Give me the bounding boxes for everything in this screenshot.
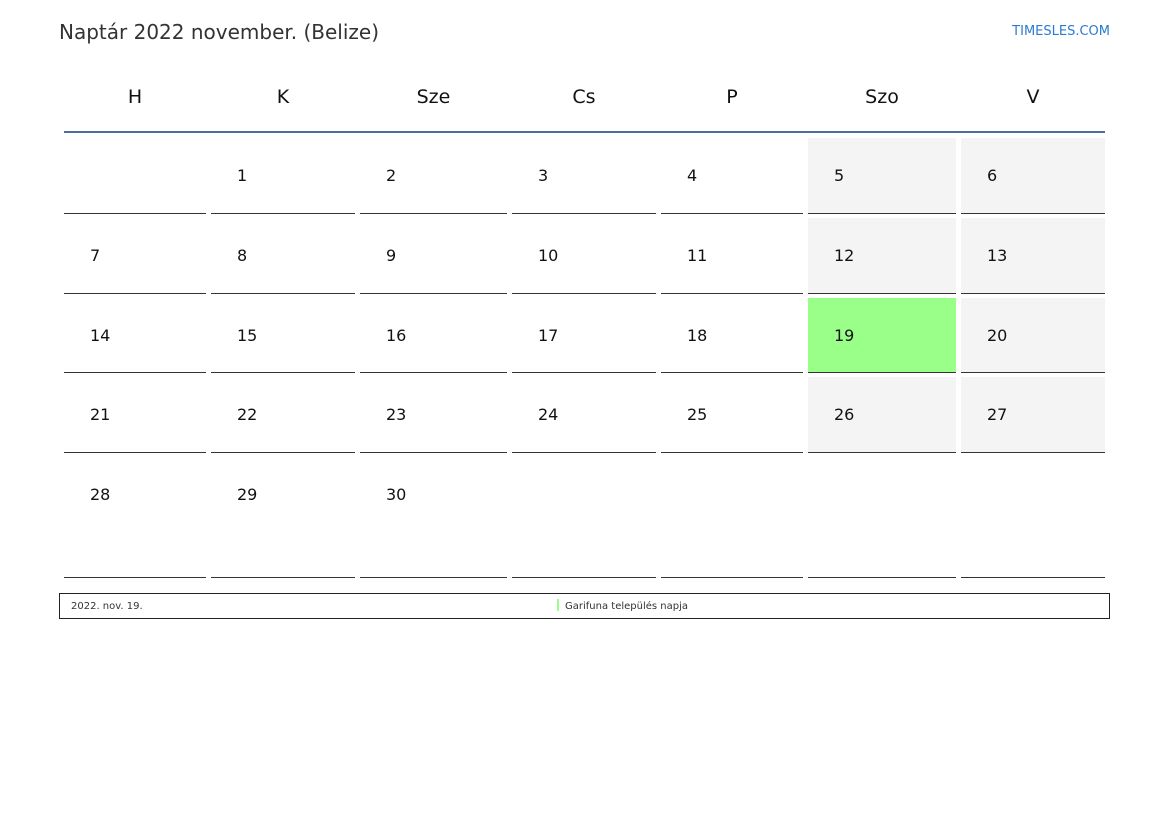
day-cell: 2 xyxy=(360,138,507,214)
day-cell: 27 xyxy=(961,377,1105,453)
day-cell: 24 xyxy=(512,377,656,453)
day-number: 7 xyxy=(90,246,101,265)
weekday-header: Sze xyxy=(416,86,451,108)
day-cell xyxy=(808,457,956,578)
day-number: 22 xyxy=(237,405,258,424)
day-number: 5 xyxy=(834,166,845,185)
day-number: 21 xyxy=(90,405,111,424)
holiday-name: Garifuna település napja xyxy=(565,601,688,612)
day-cell xyxy=(64,138,206,214)
day-number: 25 xyxy=(687,405,708,424)
day-cell: 1 xyxy=(211,138,355,214)
page-title: Naptár 2022 november. (Belize) xyxy=(59,20,380,44)
day-cell: 5 xyxy=(808,138,956,214)
day-cell: 16 xyxy=(360,298,507,373)
day-cell: 9 xyxy=(360,218,507,294)
day-number: 10 xyxy=(538,246,559,265)
day-number: 4 xyxy=(687,166,698,185)
day-number: 6 xyxy=(987,166,998,185)
day-cell: 20 xyxy=(961,298,1105,373)
day-cell: 10 xyxy=(512,218,656,294)
holiday-date: 2022. nov. 19. xyxy=(71,601,143,612)
day-number: 8 xyxy=(237,246,248,265)
day-cell: 23 xyxy=(360,377,507,453)
day-cell: 15 xyxy=(211,298,355,373)
day-number: 26 xyxy=(834,405,855,424)
day-cell: 19 xyxy=(808,298,956,373)
day-cell: 11 xyxy=(661,218,803,294)
day-number: 14 xyxy=(90,326,111,345)
day-number: 12 xyxy=(834,246,855,265)
day-cell: 14 xyxy=(64,298,206,373)
weekday-header: Cs xyxy=(572,86,596,108)
weekday-header: Szo xyxy=(865,86,899,108)
day-number: 23 xyxy=(386,405,407,424)
day-cell xyxy=(512,457,656,578)
holiday-legend: 2022. nov. 19. Garifuna település napja xyxy=(59,593,1110,619)
day-number: 30 xyxy=(386,485,407,504)
day-cell: 21 xyxy=(64,377,206,453)
day-number: 19 xyxy=(834,326,855,345)
day-number: 29 xyxy=(237,485,258,504)
day-number: 3 xyxy=(538,166,549,185)
day-cell: 3 xyxy=(512,138,656,214)
day-cell: 7 xyxy=(64,218,206,294)
day-cell: 18 xyxy=(661,298,803,373)
day-cell: 28 xyxy=(64,457,206,578)
holiday-color-marker xyxy=(557,599,559,611)
day-number: 2 xyxy=(386,166,397,185)
day-cell: 6 xyxy=(961,138,1105,214)
header-divider xyxy=(64,131,1105,133)
weekday-header: K xyxy=(276,86,290,108)
day-cell: 22 xyxy=(211,377,355,453)
day-cell: 4 xyxy=(661,138,803,214)
day-cell xyxy=(961,457,1105,578)
day-cell: 30 xyxy=(360,457,507,578)
day-cell xyxy=(661,457,803,578)
day-cell: 17 xyxy=(512,298,656,373)
day-number: 20 xyxy=(987,326,1008,345)
day-cell: 12 xyxy=(808,218,956,294)
day-cell: 26 xyxy=(808,377,956,453)
day-cell: 13 xyxy=(961,218,1105,294)
day-number: 13 xyxy=(987,246,1008,265)
day-cell: 25 xyxy=(661,377,803,453)
day-number: 1 xyxy=(237,166,248,185)
day-cell: 8 xyxy=(211,218,355,294)
weekday-header: P xyxy=(726,86,738,108)
day-number: 27 xyxy=(987,405,1008,424)
day-cell: 29 xyxy=(211,457,355,578)
weekday-header: V xyxy=(1026,86,1040,108)
day-number: 18 xyxy=(687,326,708,345)
day-number: 9 xyxy=(386,246,397,265)
day-number: 17 xyxy=(538,326,559,345)
day-number: 11 xyxy=(687,246,708,265)
day-number: 28 xyxy=(90,485,111,504)
day-number: 16 xyxy=(386,326,407,345)
weekday-header: H xyxy=(127,86,143,108)
brand-link[interactable]: TIMESLES.COM xyxy=(1012,24,1110,39)
day-number: 24 xyxy=(538,405,559,424)
day-number: 15 xyxy=(237,326,258,345)
